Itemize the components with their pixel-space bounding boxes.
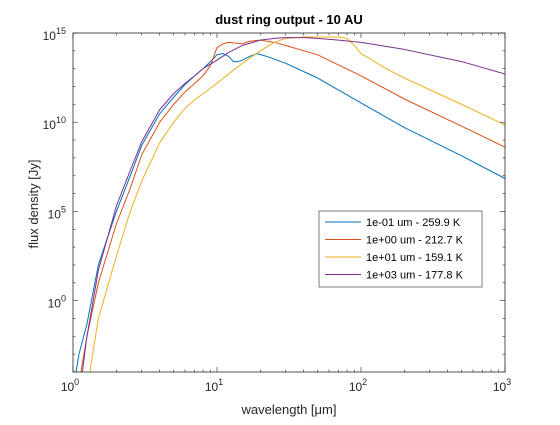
series-line-1 (75, 53, 505, 372)
y-tick-label: 1015 (43, 26, 66, 43)
x-tick-label: 102 (349, 377, 367, 394)
plot-area (73, 33, 505, 372)
legend: 1e-01 um - 259.9 K 1e+00 um - 212.7 K 1e+0… (318, 210, 483, 288)
x-tick-label: 100 (61, 377, 79, 394)
legend-entry: 1e+03 um - 177.8 K (366, 270, 464, 282)
legend-entry: 1e+00 um - 212.7 K (366, 235, 464, 247)
x-tick-label: 103 (493, 377, 511, 394)
x-tick-label: 101 (205, 377, 223, 394)
axes-box (72, 32, 506, 373)
series-line-2 (80, 39, 505, 372)
y-tick-label: 105 (48, 204, 66, 221)
y-tick-label: 100 (48, 294, 66, 311)
y-tick-label: 1010 (43, 115, 66, 132)
series-line-4 (81, 37, 505, 372)
x-axis-label: wavelength [μm] (241, 402, 337, 417)
chart-title: dust ring output - 10 AU (215, 12, 363, 27)
legend-entry: 1e-01 um - 259.9 K (366, 217, 461, 229)
legend-entry: 1e+01 um - 159.1 K (366, 252, 464, 264)
series-line-3 (89, 36, 505, 372)
y-axis-label: flux density [Jy] (26, 160, 41, 249)
